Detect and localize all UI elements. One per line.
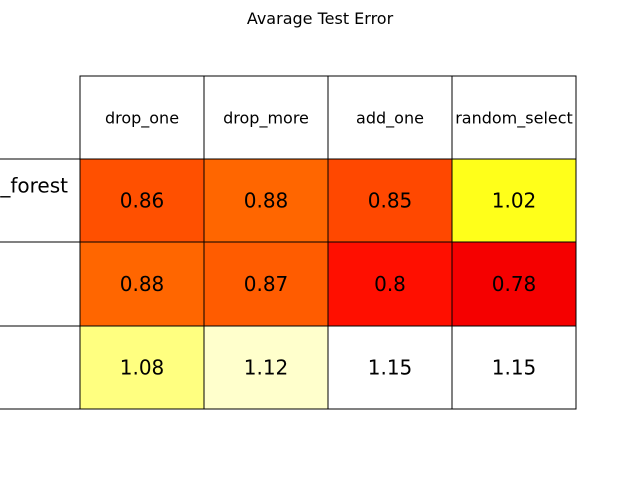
heatmap-cell	[451, 325, 577, 410]
heatmap-cell	[203, 241, 329, 327]
heatmap-cell	[327, 325, 453, 410]
heatmap-cell	[203, 158, 329, 243]
cell-value: 0.88	[244, 189, 289, 213]
column-header-cell	[451, 75, 577, 160]
heatmap-cell	[451, 241, 577, 327]
heatmap-cell	[451, 158, 577, 243]
cell-value: 0.88	[120, 272, 165, 296]
chart-title: Avarage Test Error	[247, 9, 394, 28]
cell-value: 0.78	[492, 272, 537, 296]
heatmap-table: drop_one drop_more add_one random_select _fo…	[0, 75, 577, 410]
column-header-label: drop_more	[223, 109, 309, 129]
cell-value: 1.12	[244, 356, 289, 380]
cell-value: 1.08	[120, 356, 165, 380]
column-header-label: random_select	[455, 109, 573, 129]
row-label-cell	[0, 158, 81, 243]
heatmap-cell	[79, 325, 205, 410]
heatmap-cell	[79, 158, 205, 243]
cell-value: 0.86	[120, 189, 165, 213]
cell-value: 0.8	[374, 272, 406, 296]
cell-value: 1.15	[368, 356, 413, 380]
cell-value: 1.02	[492, 189, 537, 213]
row-label-cell	[0, 241, 81, 327]
column-header-label: add_one	[356, 109, 424, 129]
column-header-cell	[203, 75, 329, 160]
row-label: _forest	[0, 174, 68, 198]
cell-value: 0.87	[244, 272, 289, 296]
row-label-cell	[0, 325, 81, 410]
cell-value: 1.15	[492, 356, 537, 380]
heatmap-cell	[203, 325, 329, 410]
column-header-cell	[79, 75, 205, 160]
column-header-cell	[327, 75, 453, 160]
column-header-label: drop_one	[105, 109, 179, 129]
cell-value: 0.85	[368, 189, 413, 213]
